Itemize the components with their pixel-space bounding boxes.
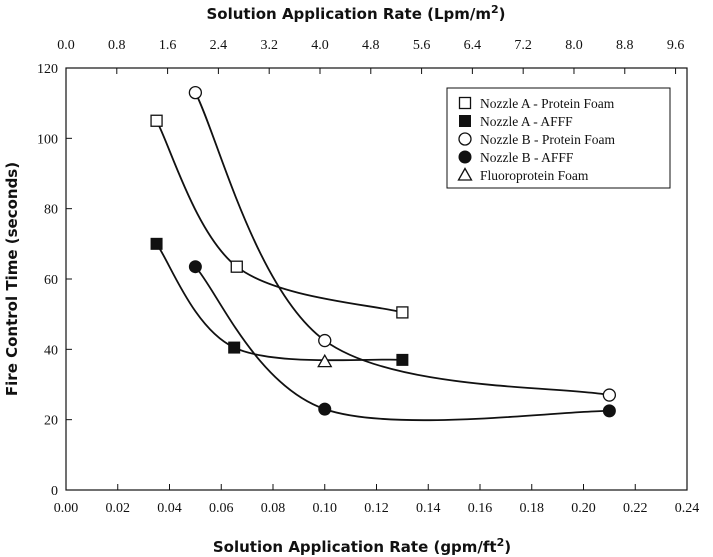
top-x-tick-label: 1.6 [159, 38, 177, 53]
data-point-series-2 [318, 333, 332, 348]
y-axis: 0 20 40 60 80 100 120 [37, 62, 72, 499]
data-point-series-2 [602, 388, 617, 402]
top-x-tick-label: 7.2 [514, 38, 532, 53]
legend-marker-3 [458, 150, 472, 164]
top-x-tick-label: 5.6 [413, 38, 431, 53]
legend-box [446, 87, 671, 189]
legend-label-1: Nozzle A - AFFF [480, 114, 573, 129]
x-tick-label: 0.14 [416, 501, 441, 516]
data-point-series-0 [396, 306, 409, 319]
x-tick-label: 0.18 [520, 501, 545, 516]
x-tick-label: 0.20 [571, 501, 596, 516]
legend-marker-1 [459, 115, 471, 127]
data-point-series-3 [318, 402, 332, 416]
data-point-series-1 [150, 237, 163, 250]
series-curve-0 [155, 120, 403, 314]
top-x-axis-title: Solution Application Rate (Lpm/m2) [207, 3, 506, 23]
top-x-tick-label: 4.8 [362, 38, 380, 53]
legend-label-4: Fluoroprotein Foam [480, 168, 589, 183]
top-x-tick-label: 0.0 [57, 38, 75, 53]
x-tick-label: 0.06 [209, 501, 234, 516]
data-point-series-2 [188, 85, 203, 100]
y-tick-label: 20 [44, 414, 58, 429]
data-point-series-3 [602, 404, 616, 418]
data-point-series-0 [230, 260, 243, 273]
top-x-axis: 0.0 0.8 1.6 2.4 3.2 4.0 4.8 5.6 6.4 7.2 8.0 8.8 9.6 [57, 38, 684, 74]
y-tick-label: 0 [51, 484, 58, 499]
legend-label-0: Nozzle A - Protein Foam [480, 96, 615, 111]
top-x-tick-label: 4.0 [311, 38, 329, 53]
data-point-series-3 [188, 260, 202, 274]
x-axis-title: Solution Application Rate (gpm/ft2) [213, 536, 511, 556]
top-x-tick-label: 8.8 [616, 38, 634, 53]
top-x-tick-label: 2.4 [210, 38, 228, 53]
x-axis: 0.00 0.02 0.04 0.06 0.08 0.10 0.12 0.14 0.16 0.18… [54, 484, 700, 516]
series-markers [150, 85, 617, 418]
x-tick-label: 0.00 [54, 501, 79, 516]
top-x-tick-label: 8.0 [565, 38, 583, 53]
top-x-tick-label: 0.8 [108, 38, 126, 53]
legend: Nozzle A - Protein Foam Nozzle A - AFFF No… [446, 87, 671, 189]
data-point-series-1 [396, 353, 409, 366]
y-axis-title: Fire Control Time (seconds) [3, 162, 21, 396]
y-tick-label: 120 [37, 62, 58, 77]
x-tick-label: 0.16 [468, 501, 493, 516]
y-tick-label: 80 [44, 203, 58, 218]
top-x-tick-label: 9.6 [667, 38, 685, 53]
x-tick-label: 0.04 [157, 501, 182, 516]
x-tick-label: 0.10 [313, 501, 338, 516]
data-point-series-0 [150, 114, 163, 127]
legend-marker-2 [458, 132, 472, 146]
legend-marker-0 [458, 96, 472, 110]
y-tick-label: 60 [44, 273, 58, 288]
legend-label-2: Nozzle B - Protein Foam [480, 132, 615, 147]
x-tick-label: 0.24 [675, 501, 700, 516]
top-x-tick-label: 6.4 [464, 38, 482, 53]
y-tick-label: 40 [44, 343, 58, 358]
data-point-series-4 [317, 353, 333, 368]
x-tick-label: 0.02 [106, 501, 131, 516]
x-tick-label: 0.12 [364, 501, 389, 516]
y-tick-label: 100 [37, 132, 58, 147]
data-point-series-1 [228, 341, 241, 354]
legend-label-3: Nozzle B - AFFF [480, 150, 574, 165]
top-x-tick-label: 3.2 [260, 38, 278, 53]
legend-marker-4 [457, 167, 473, 181]
series-curve-3 [194, 266, 610, 422]
x-tick-label: 0.22 [623, 501, 648, 516]
x-tick-label: 0.08 [261, 501, 286, 516]
